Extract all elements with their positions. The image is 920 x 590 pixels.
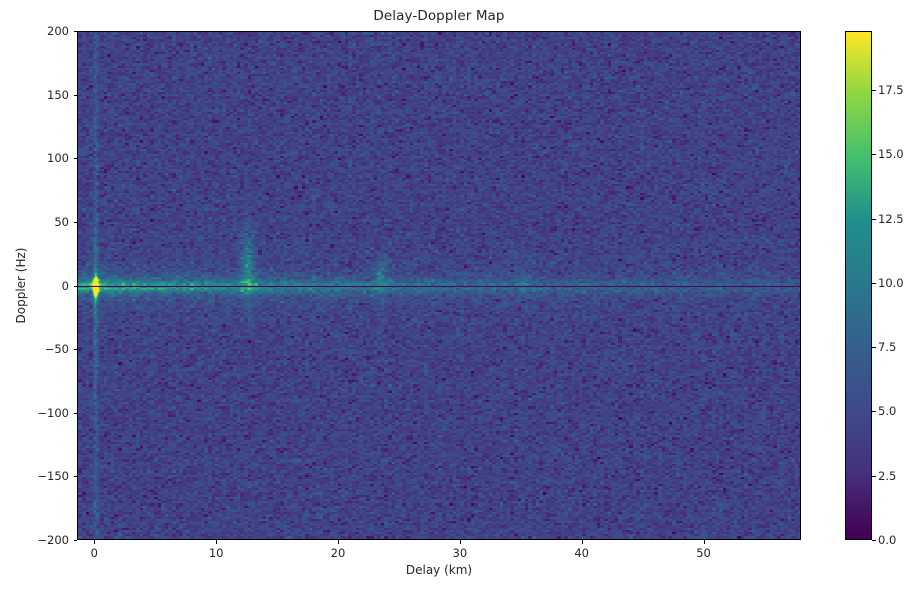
colorbar-tick-mark xyxy=(872,282,876,284)
colorbar-tick-label: 12.5 xyxy=(878,211,904,226)
y-tick-label: 0 xyxy=(61,278,69,293)
x-tick-label: 50 xyxy=(696,546,711,560)
colorbar-tick-label: 0.0 xyxy=(878,533,897,547)
delay-doppler-heatmap xyxy=(78,32,800,539)
x-axis-label: Delay (km) xyxy=(405,563,473,577)
x-tick-label: 10 xyxy=(208,546,224,560)
colorbar-tick-mark xyxy=(872,475,876,477)
x-tick-label: 40 xyxy=(574,546,589,560)
colorbar-gradient xyxy=(846,32,871,539)
x-tick-label: 0 xyxy=(90,546,98,560)
colorbar-tick-mark xyxy=(872,347,876,349)
colorbar-tick-label: 15.0 xyxy=(878,147,904,162)
y-tick-label: −50 xyxy=(44,342,69,357)
y-tick-label: 100 xyxy=(47,151,69,166)
y-tick-label: −200 xyxy=(37,533,69,547)
y-tick-label: 50 xyxy=(54,214,69,229)
y-tick-mark xyxy=(73,412,77,414)
colorbar-tick-mark xyxy=(872,411,876,413)
colorbar xyxy=(845,31,872,540)
colorbar-tick-mark xyxy=(872,540,876,541)
y-tick-mark xyxy=(73,221,77,223)
colorbar-tick-mark xyxy=(872,90,876,92)
x-tick-label: 30 xyxy=(452,546,468,560)
y-tick-mark xyxy=(73,158,77,160)
y-tick-label: −100 xyxy=(37,405,69,420)
y-tick-label: 200 xyxy=(47,24,69,38)
y-tick-label: −150 xyxy=(37,469,69,484)
x-tick-mark xyxy=(94,540,96,544)
y-tick-mark xyxy=(73,285,77,287)
x-tick-mark xyxy=(703,540,705,544)
x-tick-mark xyxy=(216,540,218,544)
x-tick-mark xyxy=(581,540,583,544)
page-title: Delay-Doppler Map xyxy=(373,8,505,24)
colorbar-tick-label: 2.5 xyxy=(878,468,897,483)
y-tick-mark xyxy=(73,476,77,478)
x-tick-mark xyxy=(337,540,339,544)
y-tick-label: 150 xyxy=(47,87,69,102)
heatmap-plot-area xyxy=(77,31,801,540)
y-tick-mark xyxy=(73,31,77,32)
x-tick-label: 20 xyxy=(330,546,346,560)
y-tick-mark xyxy=(73,540,77,541)
colorbar-tick-label: 17.5 xyxy=(878,83,904,98)
y-tick-mark xyxy=(73,349,77,351)
colorbar-tick-mark xyxy=(872,154,876,156)
colorbar-tick-label: 10.0 xyxy=(878,275,904,290)
colorbar-tick-label: 7.5 xyxy=(878,340,897,355)
x-tick-mark xyxy=(459,540,461,544)
colorbar-tick-mark xyxy=(872,218,876,220)
colorbar-tick-label: 5.0 xyxy=(878,404,897,419)
y-tick-mark xyxy=(73,94,77,96)
y-axis-label: Doppler (Hz) xyxy=(14,247,28,324)
